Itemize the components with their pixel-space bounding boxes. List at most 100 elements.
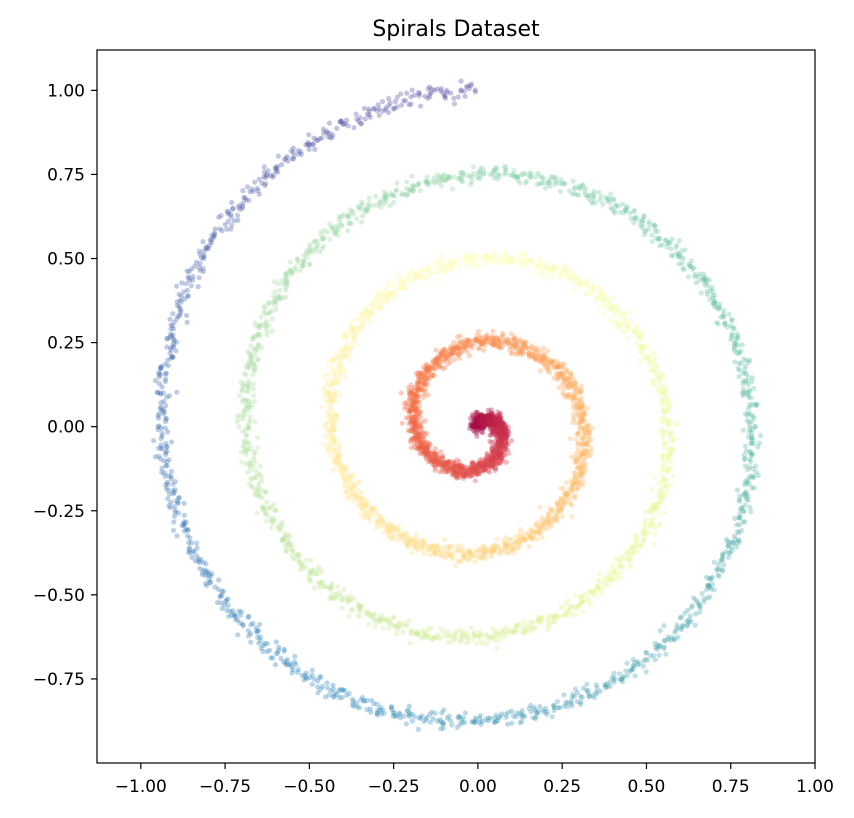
scatter-point: [491, 458, 497, 464]
scatter-point: [460, 473, 466, 479]
scatter-point: [253, 474, 259, 480]
scatter-point: [438, 359, 444, 365]
scatter-point: [350, 484, 356, 491]
scatter-point: [412, 386, 418, 392]
scatter-point: [459, 338, 465, 344]
scatter-point: [503, 433, 509, 440]
scatter-point: [477, 334, 483, 340]
scatter-point: [545, 512, 551, 518]
scatter-point: [437, 363, 443, 369]
scatter-point: [399, 420, 405, 426]
scatter-point: [579, 694, 585, 700]
scatter-point: [477, 412, 483, 418]
scatter-point: [515, 174, 521, 180]
scatter-point: [443, 265, 449, 271]
scatter-point: [489, 427, 496, 434]
scatter-point: [478, 342, 484, 348]
scatter-point: [471, 469, 477, 476]
scatter-point: [168, 439, 175, 445]
scatter-point: [483, 338, 489, 344]
scatter-point: [440, 348, 446, 354]
scatter-point: [455, 351, 461, 358]
scatter-point: [197, 566, 203, 572]
scatter-point: [232, 617, 238, 623]
scatter-point: [629, 544, 635, 550]
scatter-point: [413, 418, 419, 424]
scatter-point: [633, 214, 639, 220]
scatter-point: [446, 543, 452, 549]
scatter-point: [476, 416, 482, 422]
scatter-point: [516, 339, 523, 345]
scatter-point: [423, 367, 429, 373]
scatter-point: [412, 422, 418, 428]
scatter-point: [351, 703, 357, 709]
scatter-point: [497, 450, 503, 456]
scatter-point: [417, 441, 423, 447]
scatter-point: [497, 425, 503, 431]
scatter-point: [208, 573, 214, 579]
scatter-point: [627, 309, 633, 315]
scatter-point: [645, 508, 651, 514]
scatter-point: [398, 531, 404, 537]
scatter-point: [414, 446, 420, 452]
scatter-point: [194, 553, 200, 559]
scatter-point: [154, 389, 160, 395]
scatter-point: [502, 424, 508, 430]
scatter-point: [407, 438, 413, 445]
scatter-point: [441, 465, 447, 471]
scatter-point: [440, 462, 446, 469]
scatter-point: [418, 370, 425, 376]
scatter-point: [406, 187, 412, 193]
scatter-point: [483, 420, 489, 426]
scatter-point: [579, 418, 585, 424]
scatter-point: [563, 381, 569, 387]
scatter-point: [540, 357, 546, 363]
scatter-point: [356, 605, 362, 611]
scatter-point: [406, 415, 412, 421]
scatter-point: [437, 173, 443, 180]
scatter-point: [466, 467, 472, 473]
scatter-point: [473, 470, 479, 476]
scatter-point: [482, 417, 488, 424]
scatter-point: [490, 463, 496, 469]
scatter-point: [481, 464, 487, 470]
scatter-point: [496, 449, 502, 455]
scatter-point: [470, 468, 476, 474]
scatter-point: [473, 463, 479, 469]
scatter-point: [432, 457, 438, 463]
scatter-point: [498, 440, 504, 446]
scatter-point: [411, 391, 417, 397]
scatter-point: [415, 442, 421, 448]
scatter-point: [492, 439, 498, 445]
scatter-point: [434, 454, 440, 460]
scatter-point: [322, 420, 329, 427]
scatter-point: [502, 341, 509, 347]
scatter-point: [418, 436, 424, 442]
scatter-point: [499, 438, 505, 444]
scatter-point: [417, 425, 423, 431]
scatter-point: [450, 345, 456, 351]
scatter-point: [561, 374, 568, 380]
scatter-point: [329, 225, 335, 231]
scatter-point: [262, 490, 268, 496]
scatter-point: [332, 445, 338, 451]
scatter-point: [466, 471, 472, 477]
scatter-point: [601, 296, 607, 302]
scatter-point: [580, 417, 586, 423]
scatter-point: [355, 613, 361, 619]
scatter-point: [431, 458, 437, 464]
scatter-point: [498, 631, 504, 637]
scatter-point: [749, 436, 755, 442]
scatter-point: [447, 465, 453, 471]
scatter-point: [435, 356, 441, 362]
scatter-point: [430, 551, 436, 557]
scatter-point: [673, 244, 679, 250]
scatter-point: [472, 420, 478, 426]
scatter-point: [499, 455, 505, 461]
scatter-point: [273, 639, 279, 645]
scatter-point: [559, 371, 565, 377]
scatter-point: [488, 414, 494, 420]
scatter-point: [457, 355, 463, 361]
scatter-point: [520, 346, 526, 352]
scatter-point: [273, 306, 279, 313]
